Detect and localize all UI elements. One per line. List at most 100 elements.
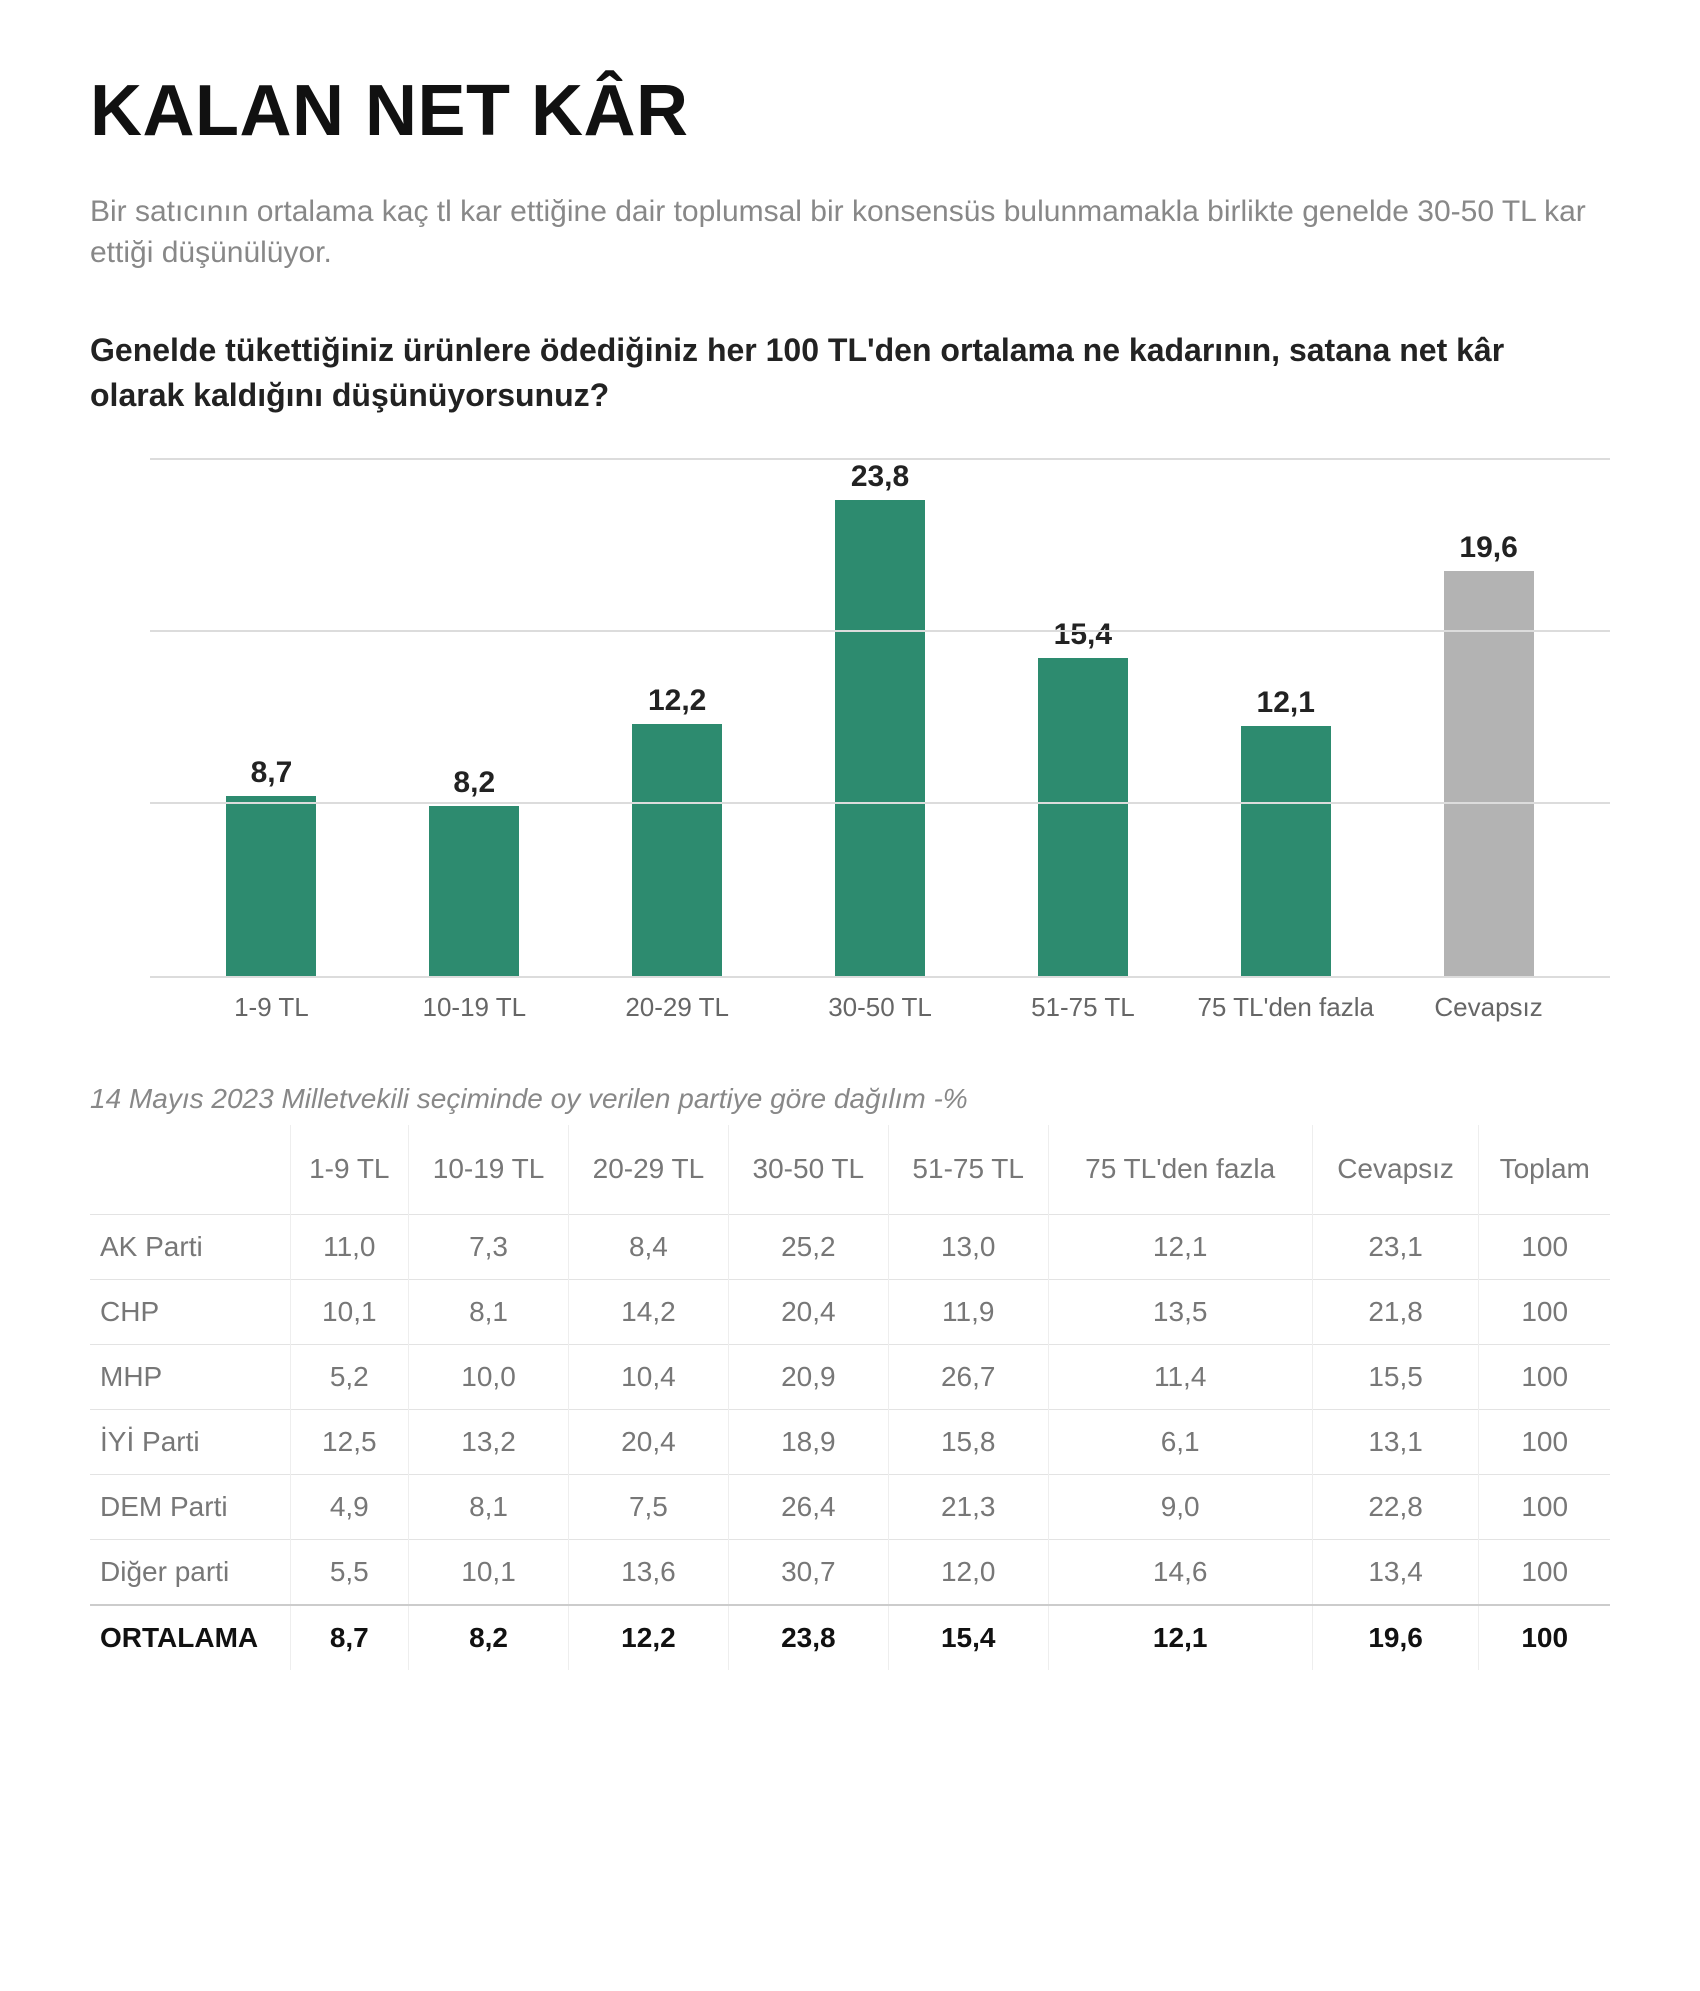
cell: 10,4 [568,1345,728,1410]
x-tick-label: 1-9 TL [170,992,373,1023]
row-label: MHP [90,1345,290,1410]
cell: 21,8 [1312,1280,1479,1345]
bar-rect [429,806,519,975]
row-label: İYİ Parti [90,1410,290,1475]
bar-slot: 8,2 [373,460,576,976]
bar-slot: 12,2 [576,460,779,976]
cell: 15,4 [888,1605,1048,1670]
table-row: İYİ Parti12,513,220,418,915,86,113,1100 [90,1410,1610,1475]
breakdown-table: 1-9 TL10-19 TL20-29 TL30-50 TL51-75 TL75… [90,1125,1610,1671]
cell: 11,9 [888,1280,1048,1345]
table-row: MHP5,210,010,420,926,711,415,5100 [90,1345,1610,1410]
cell: 23,8 [728,1605,888,1670]
bar-rect [1241,726,1331,976]
cell: 13,6 [568,1540,728,1606]
x-tick-label: 10-19 TL [373,992,576,1023]
row-label: ORTALAMA [90,1605,290,1670]
row-label: DEM Parti [90,1475,290,1540]
cell: 14,2 [568,1280,728,1345]
column-header: Toplam [1479,1125,1610,1215]
column-header: 20-29 TL [568,1125,728,1215]
cell: 10,1 [409,1540,569,1606]
bar-slot: 15,4 [981,460,1184,976]
x-tick-label: 51-75 TL [981,992,1184,1023]
cell: 15,5 [1312,1345,1479,1410]
bar-value-label: 8,7 [251,756,293,790]
cell: 25,2 [728,1215,888,1280]
x-tick-label: 30-50 TL [779,992,982,1023]
bar-slot: 19,6 [1387,460,1590,976]
table-caption: 14 Mayıs 2023 Milletvekili seçiminde oy … [90,1083,1610,1115]
cell: 9,0 [1048,1475,1312,1540]
cell: 12,2 [568,1605,728,1670]
bar-rect [226,796,316,976]
cell: 13,1 [1312,1410,1479,1475]
average-row: ORTALAMA8,78,212,223,815,412,119,6100 [90,1605,1610,1670]
bar-value-label: 12,2 [648,684,706,718]
cell: 30,7 [728,1540,888,1606]
cell: 23,1 [1312,1215,1479,1280]
column-header: 1-9 TL [290,1125,409,1215]
x-tick-label: Cevapsız [1387,992,1590,1023]
table-row: CHP10,18,114,220,411,913,521,8100 [90,1280,1610,1345]
cell: 20,4 [728,1280,888,1345]
cell: 11,4 [1048,1345,1312,1410]
cell: 12,0 [888,1540,1048,1606]
cell: 100 [1479,1475,1610,1540]
cell: 11,0 [290,1215,409,1280]
cell: 12,5 [290,1410,409,1475]
gridline [150,802,1610,804]
cell: 21,3 [888,1475,1048,1540]
cell: 22,8 [1312,1475,1479,1540]
cell: 8,1 [409,1475,569,1540]
bar-value-label: 19,6 [1459,531,1517,565]
cell: 5,2 [290,1345,409,1410]
cell: 100 [1479,1540,1610,1606]
gridline [150,630,1610,632]
cell: 100 [1479,1345,1610,1410]
cell: 5,5 [290,1540,409,1606]
cell: 7,3 [409,1215,569,1280]
cell: 13,5 [1048,1280,1312,1345]
bar-slot: 12,1 [1184,460,1387,976]
table-row: Diğer parti5,510,113,630,712,014,613,410… [90,1540,1610,1606]
row-label: AK Parti [90,1215,290,1280]
intro-text: Bir satıcının ortalama kaç tl kar ettiği… [90,192,1590,273]
bar-slot: 8,7 [170,460,373,976]
cell: 4,9 [290,1475,409,1540]
x-tick-label: 20-29 TL [576,992,779,1023]
bar-value-label: 23,8 [851,460,909,494]
cell: 18,9 [728,1410,888,1475]
cell: 100 [1479,1605,1610,1670]
row-label: Diğer parti [90,1540,290,1606]
cell: 13,0 [888,1215,1048,1280]
cell: 7,5 [568,1475,728,1540]
cell: 8,2 [409,1605,569,1670]
cell: 100 [1479,1215,1610,1280]
row-label: CHP [90,1280,290,1345]
cell: 20,4 [568,1410,728,1475]
cell: 12,1 [1048,1605,1312,1670]
bar-value-label: 8,2 [453,766,495,800]
cell: 100 [1479,1410,1610,1475]
bar-rect [835,500,925,976]
bar-rect [1038,658,1128,976]
column-header: 51-75 TL [888,1125,1048,1215]
cell: 20,9 [728,1345,888,1410]
bar-chart: 8,7 8,2 12,2 23,8 15,4 12,1 19,6 1-9 TL10-19 T… [150,458,1610,1023]
cell: 19,6 [1312,1605,1479,1670]
table-row: AK Parti11,07,38,425,213,012,123,1100 [90,1215,1610,1280]
cell: 6,1 [1048,1410,1312,1475]
cell: 26,7 [888,1345,1048,1410]
cell: 8,4 [568,1215,728,1280]
cell: 13,2 [409,1410,569,1475]
cell: 26,4 [728,1475,888,1540]
column-header [90,1125,290,1215]
column-header: 75 TL'den fazla [1048,1125,1312,1215]
page-title: KALAN NET KÂR [90,70,1610,152]
breakdown-table-wrap: 1-9 TL10-19 TL20-29 TL30-50 TL51-75 TL75… [90,1125,1610,1671]
bar-value-label: 15,4 [1054,618,1112,652]
cell: 12,1 [1048,1215,1312,1280]
table-row: DEM Parti4,98,17,526,421,39,022,8100 [90,1475,1610,1540]
bar-slot: 23,8 [779,460,982,976]
